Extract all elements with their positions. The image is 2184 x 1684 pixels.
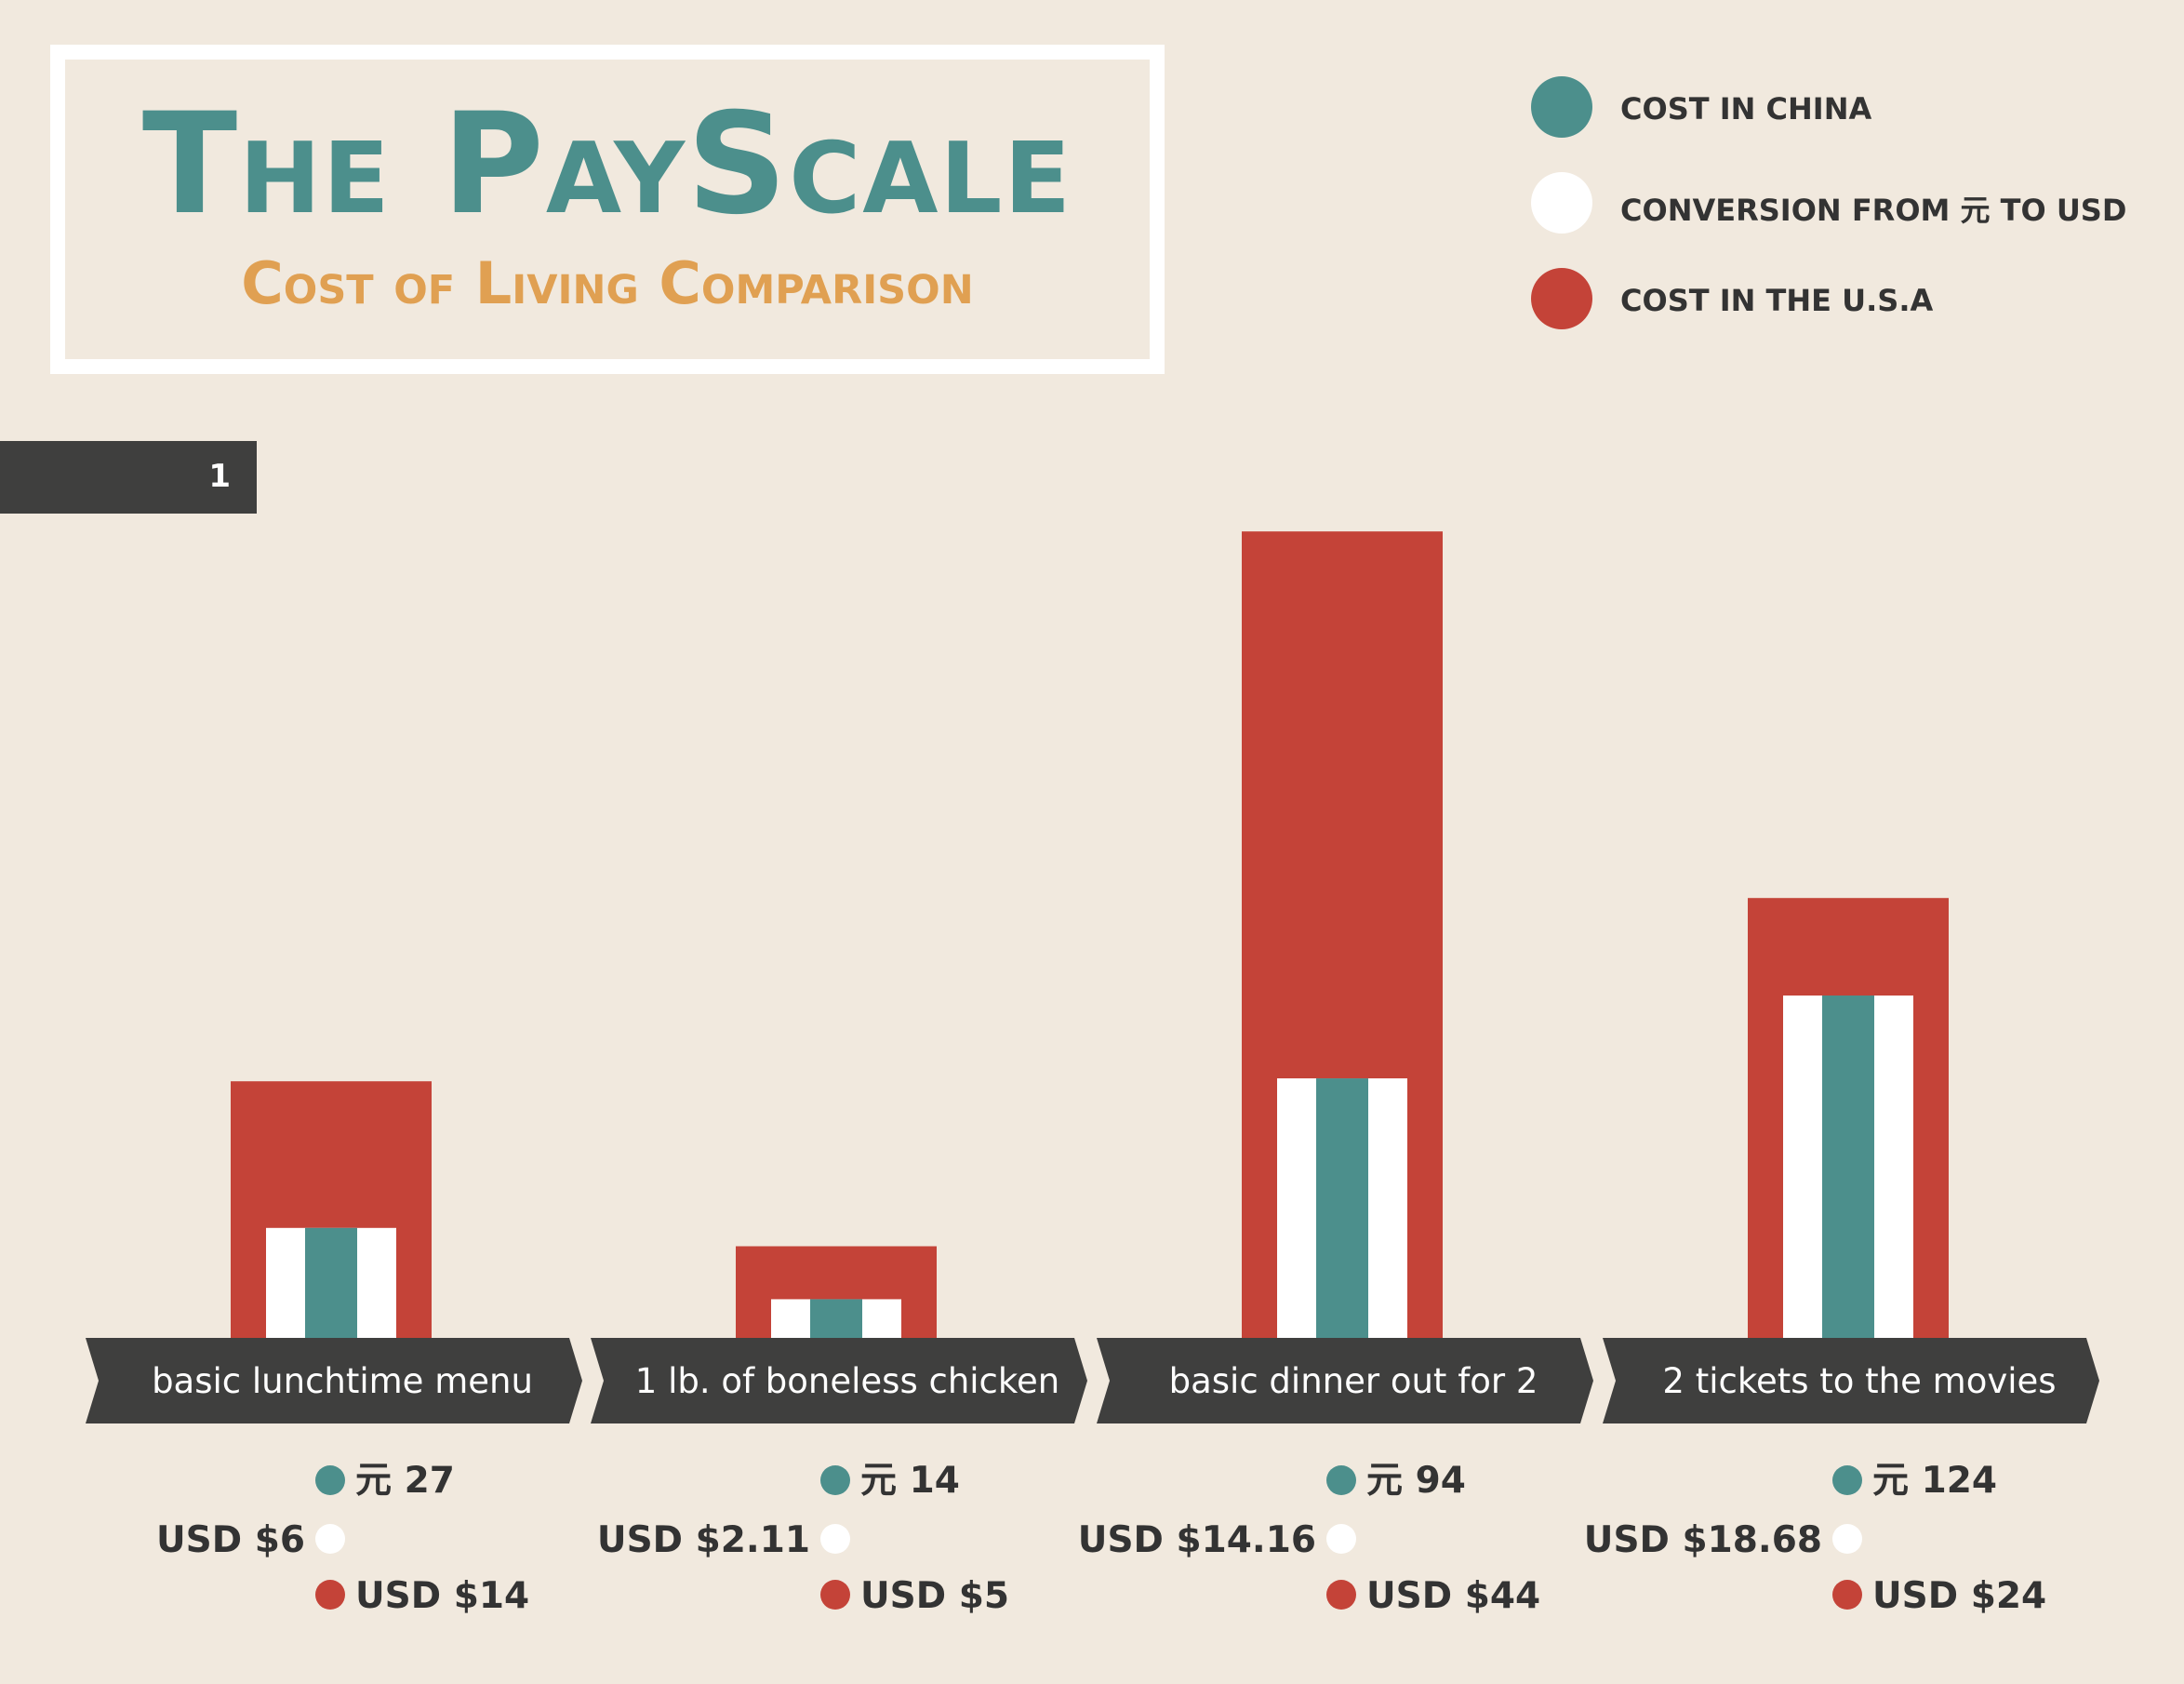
china-value: 元 14 — [860, 1460, 960, 1502]
conversion-dot-icon — [315, 1524, 345, 1554]
conversion-dot-icon — [820, 1524, 850, 1554]
usa-dot-icon — [1531, 268, 1592, 329]
china-value: 元 27 — [355, 1460, 455, 1502]
usa-dot-icon — [1326, 1580, 1356, 1610]
category-label: 2 tickets to the movies — [1662, 1361, 2056, 1401]
page-title: The PayScale — [141, 84, 1073, 246]
bar-group: 1 lb. of boneless chicken 元 14 USD $2.11 US… — [591, 1246, 1087, 1617]
category-label: basic lunchtime menu — [152, 1361, 533, 1401]
usa-dot-icon — [315, 1580, 345, 1610]
legend-label-conversion: CONVERSION FROM 元 TO USD — [1620, 193, 2127, 228]
china-dot-icon — [1326, 1465, 1356, 1495]
category-label: basic dinner out for 2 — [1169, 1361, 1538, 1401]
conversion-dot-icon — [1531, 172, 1592, 234]
legend-item-usa: COST IN THE U.S.A — [1531, 268, 2164, 329]
conversion-value: USD $6 — [156, 1519, 305, 1561]
china-dot-icon — [1531, 76, 1592, 138]
china-bar — [810, 1299, 862, 1338]
category-banner — [591, 1338, 1087, 1423]
usa-value: USD $14 — [355, 1575, 529, 1617]
bar-group: basic dinner out for 2 元 94 USD $14.16 USD … — [1078, 531, 1593, 1617]
legend-item-china: COST IN CHINA — [1531, 76, 2164, 138]
usa-dot-icon — [820, 1580, 850, 1610]
category-banner — [1603, 1338, 2099, 1423]
title-box: The PayScale Cost of Living Comparison — [50, 45, 1165, 374]
china-dot-icon — [1832, 1465, 1862, 1495]
usa-dot-icon — [1832, 1580, 1862, 1610]
page-number: 1 — [208, 458, 231, 495]
category-banner — [86, 1338, 582, 1423]
category-banner — [1097, 1338, 1593, 1423]
legend-item-conversion: CONVERSION FROM 元 TO USD — [1531, 172, 2164, 234]
china-bar — [1822, 996, 1874, 1338]
china-dot-icon — [315, 1465, 345, 1495]
conversion-value: USD $14.16 — [1078, 1519, 1316, 1561]
bar-group: basic lunchtime menu 元 27 USD $6 USD $14 — [86, 1081, 582, 1617]
page-tab: 1 — [0, 441, 257, 514]
china-dot-icon — [820, 1465, 850, 1495]
conversion-dot-icon — [1832, 1524, 1862, 1554]
page-subtitle: Cost of Living Comparison — [241, 249, 974, 317]
china-value: 元 94 — [1366, 1460, 1466, 1502]
usa-value: USD $24 — [1872, 1575, 2046, 1617]
usa-value: USD $5 — [860, 1575, 1009, 1617]
legend-label-china: COST IN CHINA — [1620, 91, 1872, 127]
category-label: 1 lb. of boneless chicken — [635, 1361, 1059, 1401]
conversion-dot-icon — [1326, 1524, 1356, 1554]
china-bar — [1316, 1078, 1368, 1338]
usa-value: USD $44 — [1366, 1575, 1540, 1617]
legend-label-usa: COST IN THE U.S.A — [1620, 283, 1934, 318]
conversion-value: USD $18.68 — [1584, 1519, 1822, 1561]
bar-group: 2 tickets to the movies 元 124 USD $18.68 US… — [1584, 898, 2099, 1617]
china-bar — [305, 1227, 357, 1338]
conversion-value: USD $2.11 — [597, 1519, 810, 1561]
china-value: 元 124 — [1872, 1460, 1997, 1502]
